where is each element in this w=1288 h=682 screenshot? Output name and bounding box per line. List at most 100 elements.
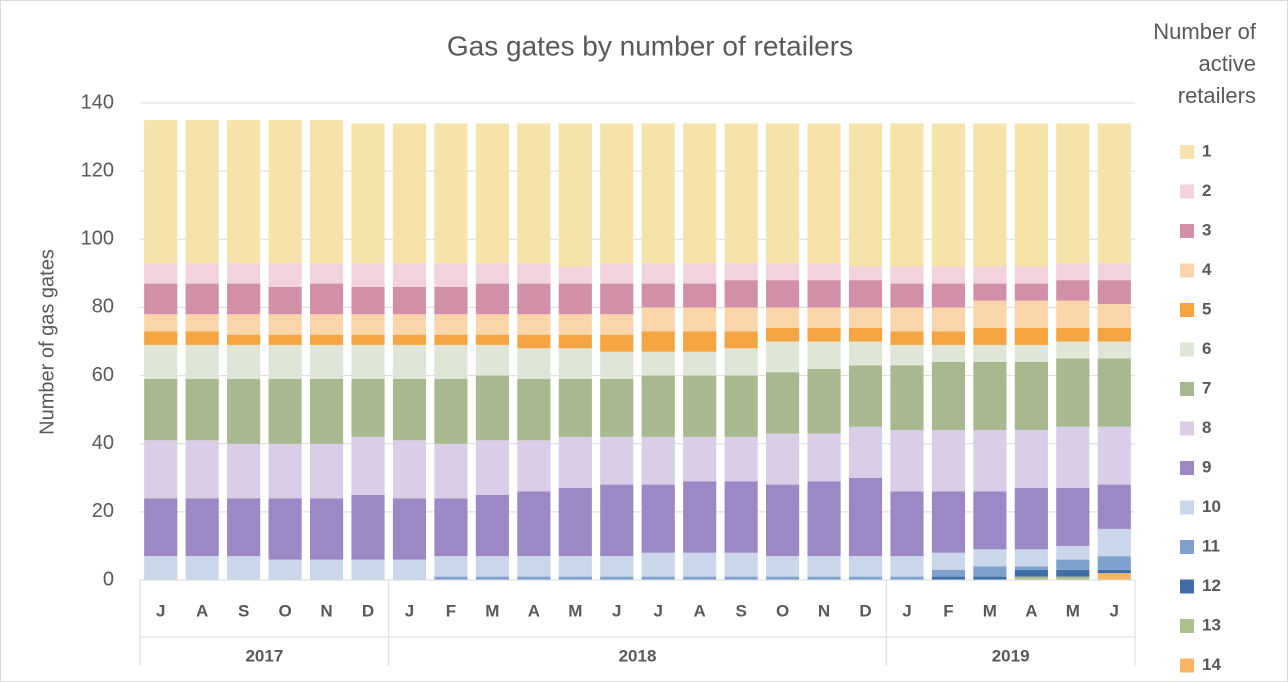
bar-segment bbox=[434, 556, 468, 577]
group-label: 2017 bbox=[245, 646, 283, 665]
bar-segment bbox=[807, 123, 841, 264]
bar-segment bbox=[475, 263, 509, 284]
bar-segment bbox=[683, 552, 717, 577]
bar-segment bbox=[475, 494, 509, 557]
bar-segment bbox=[848, 280, 883, 308]
bar-segment bbox=[1056, 300, 1090, 328]
bar-segment bbox=[724, 307, 758, 332]
bar-segment bbox=[1014, 344, 1048, 362]
bar-segment bbox=[309, 263, 344, 284]
bar-segment bbox=[475, 283, 509, 315]
bar-segment bbox=[268, 263, 302, 287]
y-tick-label: 80 bbox=[92, 296, 114, 318]
bar-segment bbox=[268, 378, 302, 444]
legend-swatch bbox=[1180, 540, 1194, 554]
bar-segment bbox=[309, 344, 344, 379]
bar-segment bbox=[517, 348, 551, 379]
bar-segment bbox=[973, 361, 1007, 431]
bar-segment bbox=[351, 494, 385, 560]
bar-segment bbox=[351, 334, 385, 345]
bar-segment bbox=[1056, 488, 1090, 546]
x-tick-label: O bbox=[278, 601, 291, 620]
bar-segment bbox=[185, 378, 219, 441]
group-label: 2018 bbox=[619, 646, 657, 665]
bar-segment bbox=[848, 266, 883, 281]
bar-segment bbox=[351, 286, 385, 315]
bar-segment bbox=[1097, 304, 1131, 328]
bar-segment bbox=[973, 327, 1007, 345]
bar-segment bbox=[848, 327, 883, 342]
bar-segment bbox=[600, 576, 634, 580]
bar-segment bbox=[434, 576, 468, 580]
legend-label: 8 bbox=[1202, 418, 1211, 437]
bar-segment bbox=[807, 280, 841, 308]
bar-segment bbox=[724, 552, 758, 577]
bar-segment bbox=[807, 307, 841, 328]
bar-segment bbox=[268, 334, 302, 345]
bar-segment bbox=[1056, 426, 1090, 489]
legend-swatch bbox=[1180, 184, 1194, 199]
x-tick-label: D bbox=[859, 601, 871, 620]
bar-segment bbox=[890, 556, 924, 577]
bar-segment bbox=[558, 436, 592, 489]
bar-segment bbox=[309, 559, 344, 580]
legend-swatch bbox=[1180, 382, 1194, 396]
legend-label: 5 bbox=[1202, 299, 1211, 318]
bar-segment bbox=[890, 365, 924, 431]
bar-segment bbox=[392, 314, 427, 335]
bar-segment bbox=[185, 440, 219, 499]
bar-segment bbox=[392, 498, 427, 560]
bar-segment bbox=[392, 378, 427, 441]
bar-segment bbox=[600, 484, 634, 557]
bar-segment bbox=[1056, 341, 1090, 359]
x-tick-label: M bbox=[983, 601, 997, 620]
bar-segment bbox=[600, 351, 634, 379]
bar-segment bbox=[268, 344, 302, 379]
bar-segment bbox=[309, 334, 344, 345]
bar-segment bbox=[600, 263, 634, 284]
bar-segment bbox=[434, 263, 468, 287]
bar-segment bbox=[641, 375, 675, 437]
bar-segment bbox=[351, 314, 385, 335]
bar-segment bbox=[392, 263, 427, 287]
bar-segment bbox=[724, 123, 758, 264]
bar-segment bbox=[475, 556, 509, 577]
bar-segment bbox=[1056, 559, 1090, 570]
bar-segment bbox=[268, 498, 302, 560]
x-tick-label: A bbox=[1025, 601, 1037, 620]
bar-segment bbox=[1014, 266, 1048, 284]
x-tick-label: J bbox=[902, 601, 911, 620]
bar-segment bbox=[1097, 556, 1131, 570]
bar-segment bbox=[144, 378, 178, 441]
bar-segment bbox=[931, 283, 966, 308]
bar-segment bbox=[973, 576, 1007, 580]
bar-segment bbox=[724, 576, 758, 580]
bar-segment bbox=[1097, 263, 1131, 281]
bar-segment bbox=[392, 334, 427, 345]
bar-segment bbox=[144, 283, 178, 315]
bar-segment bbox=[558, 314, 592, 335]
bar-segment bbox=[1014, 327, 1048, 345]
bar-segment bbox=[931, 361, 966, 431]
bar-segment bbox=[185, 283, 219, 315]
bar-segment bbox=[517, 314, 551, 335]
y-tick-label: 40 bbox=[92, 432, 114, 454]
bar-segment bbox=[227, 283, 261, 315]
bar-segment bbox=[268, 286, 302, 315]
bar-segment bbox=[641, 436, 675, 485]
bar-segment bbox=[351, 559, 385, 580]
bar-segment bbox=[931, 123, 966, 267]
bar-segment bbox=[600, 314, 634, 335]
bar-segment bbox=[1056, 569, 1090, 577]
bar-segment bbox=[268, 559, 302, 580]
bar-segment bbox=[1014, 283, 1048, 301]
legend-swatch bbox=[1180, 224, 1194, 238]
bar-segment bbox=[807, 263, 841, 281]
bar-segment bbox=[683, 283, 717, 308]
bar-segment bbox=[807, 327, 841, 342]
y-axis-label: Number of gas gates bbox=[36, 249, 58, 435]
legend-swatch bbox=[1180, 421, 1194, 436]
bar-segment bbox=[1097, 426, 1131, 485]
bar-segment bbox=[144, 556, 178, 580]
